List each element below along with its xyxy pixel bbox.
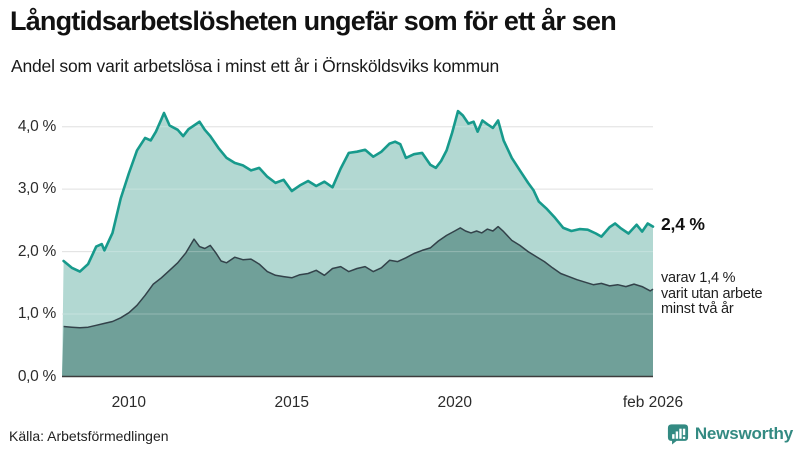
two-year-line: [63, 225, 654, 329]
two-year-annotation: varav 1,4 % varit utan arbete minst två …: [661, 270, 763, 317]
two-year-area: [62, 226, 653, 377]
y-tick-label: 0,0 %: [17, 367, 56, 385]
total-line: [62, 109, 655, 273]
source-note: Källa: Arbetsförmedlingen: [9, 428, 169, 444]
gridlines-overlay: [62, 126, 653, 315]
chart-title: Långtidsarbetslösheten ungefär som för e…: [10, 6, 617, 36]
x-tick-label: 2015: [274, 394, 309, 411]
x-tick-label: feb 2026: [622, 394, 684, 411]
total-value-label: 2,4 %: [661, 214, 705, 234]
y-tick-label: 1,0 %: [17, 305, 56, 323]
x-tick-label: 2020: [437, 394, 472, 411]
bar-chart-speech-bubble-icon: [667, 424, 688, 445]
y-tick-label: 3,0 %: [17, 180, 56, 198]
x-tick-label: 2010: [111, 394, 147, 411]
y-tick-label: 2,0 %: [17, 242, 56, 260]
newsworthy-wordmark: Newsworthy: [694, 424, 793, 443]
y-tick-label: 4,0 %: [17, 117, 56, 135]
newsworthy-logo: Newsworthy: [667, 423, 793, 445]
chart-subtitle: Andel som varit arbetslösa i minst ett å…: [11, 56, 500, 76]
